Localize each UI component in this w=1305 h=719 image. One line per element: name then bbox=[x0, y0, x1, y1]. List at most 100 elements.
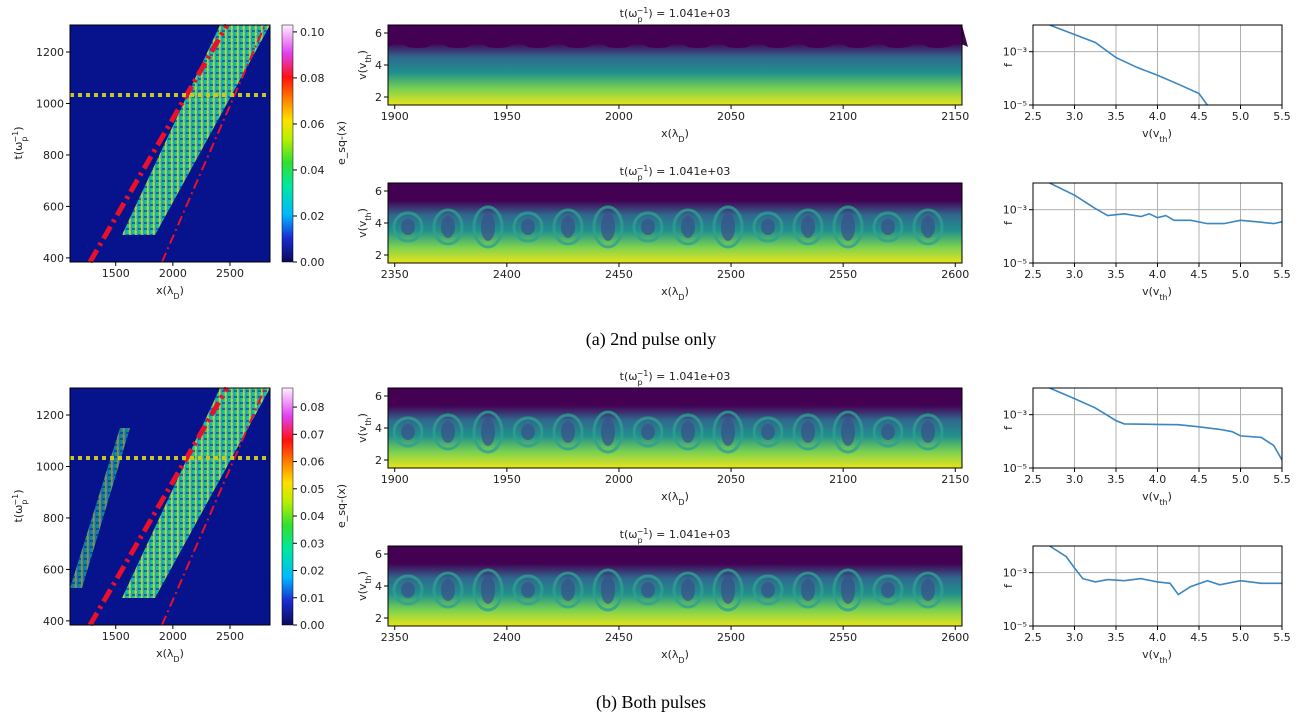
colorbar-tick-label: 0.02 bbox=[300, 210, 325, 223]
x-tick-label: 5.5 bbox=[1273, 631, 1291, 644]
label-part: p bbox=[637, 15, 642, 24]
label-part: ) bbox=[685, 648, 689, 661]
vortex bbox=[872, 574, 904, 606]
colorbar-label: e_sq-(x) bbox=[335, 121, 348, 165]
label-part: x(λ bbox=[156, 647, 174, 660]
x-tick-label: 5.0 bbox=[1232, 268, 1250, 281]
x-tick-label: 5.0 bbox=[1232, 110, 1250, 123]
vortex-core bbox=[481, 213, 495, 241]
phase-edge bbox=[388, 25, 968, 48]
pulse-line bbox=[161, 24, 266, 263]
y-tick-label: 600 bbox=[43, 200, 64, 213]
y-tick-label: 10⁻³ bbox=[1003, 567, 1027, 580]
panel-title: t(ωp−1) = 1.041e+03 bbox=[620, 369, 731, 387]
label-part: ) = 1.041e+03 bbox=[648, 165, 730, 178]
label-part: ) bbox=[356, 413, 369, 417]
label-part: −1 bbox=[637, 164, 649, 173]
colorbar-tick-label: 0.05 bbox=[300, 483, 325, 496]
x-tick-label: 2100 bbox=[829, 473, 857, 486]
y-tick-label: 2 bbox=[375, 91, 382, 104]
label-part: x(λ bbox=[661, 285, 679, 298]
label-part: p bbox=[637, 378, 642, 387]
y-tick-label: 800 bbox=[43, 149, 64, 162]
x-tick-label: 2600 bbox=[941, 268, 969, 281]
vortex bbox=[672, 571, 704, 609]
label-part: t(ω bbox=[12, 142, 25, 160]
vortex-core bbox=[841, 213, 855, 241]
vortex-core bbox=[561, 421, 575, 443]
y-tick-label: 10⁻⁵ bbox=[1003, 99, 1027, 112]
caption: (a) 2nd pulse only bbox=[586, 329, 716, 350]
label-part: p bbox=[20, 137, 29, 142]
vortex-core bbox=[841, 418, 855, 446]
y-tick-label: 6 bbox=[375, 185, 382, 198]
x-tick-label: 2350 bbox=[381, 631, 409, 644]
x-tick-label: 2600 bbox=[941, 631, 969, 644]
vortex-core bbox=[721, 576, 735, 604]
x-tick-label: 3.5 bbox=[1107, 110, 1125, 123]
label-part: th bbox=[364, 575, 373, 583]
x-tick-label: 1900 bbox=[381, 110, 409, 123]
vortex bbox=[752, 416, 784, 448]
y-tick-label: 800 bbox=[43, 512, 64, 525]
label-part: t(ω bbox=[12, 505, 25, 523]
colorbar-tick-label: 0.08 bbox=[300, 401, 325, 414]
label-part: ) bbox=[1168, 285, 1172, 298]
vortex bbox=[552, 413, 584, 451]
y-tick-label: 6 bbox=[375, 390, 382, 403]
x-tick-label: 4.0 bbox=[1149, 268, 1167, 281]
x-tick-label: 4.0 bbox=[1149, 473, 1167, 486]
x-tick-label: 2450 bbox=[605, 268, 633, 281]
vortex-core bbox=[561, 579, 575, 601]
x-tick-label: 2400 bbox=[493, 268, 521, 281]
vortex bbox=[792, 571, 824, 609]
vortex bbox=[392, 574, 424, 606]
label-part: v(v bbox=[356, 220, 369, 238]
label-part: x(λ bbox=[661, 648, 679, 661]
vortex bbox=[392, 416, 424, 448]
y-axis-label: v(vth) bbox=[356, 571, 373, 601]
y-tick-label: 4 bbox=[375, 580, 382, 593]
y-axis-label: f bbox=[1002, 220, 1015, 225]
vortex-core bbox=[921, 579, 935, 601]
caption: (b) Both pulses bbox=[596, 692, 706, 713]
vortex-core bbox=[641, 219, 655, 235]
y-tick-label: 1000 bbox=[36, 460, 64, 473]
label-part: D bbox=[678, 656, 684, 665]
x-tick-label: 2.5 bbox=[1024, 268, 1042, 281]
label-part: t(ω bbox=[620, 165, 638, 178]
x-axis-label: v(vth) bbox=[1142, 285, 1172, 302]
x-axis-label: x(λD) bbox=[661, 127, 689, 144]
vortex bbox=[432, 413, 464, 451]
vortex-core bbox=[401, 219, 415, 235]
label-part: th bbox=[1159, 656, 1167, 665]
label-part: ) bbox=[1168, 648, 1172, 661]
label-part: v(v bbox=[1142, 490, 1160, 503]
distribution-line bbox=[1049, 388, 1282, 461]
distribution-line bbox=[1049, 25, 1208, 105]
x-tick-label: 5.5 bbox=[1273, 473, 1291, 486]
axes-frame bbox=[1032, 387, 1283, 469]
vortex bbox=[512, 574, 544, 606]
panel-title: t(ωp−1) = 1.041e+03 bbox=[620, 527, 731, 545]
vortex bbox=[912, 413, 944, 451]
vortex-core bbox=[801, 216, 815, 238]
vortex bbox=[472, 410, 504, 454]
label-part: t(ω bbox=[620, 7, 638, 20]
y-axis-label: t(ωp−1) bbox=[11, 127, 29, 160]
vortex-core bbox=[601, 213, 615, 241]
x-tick-label: 2350 bbox=[381, 268, 409, 281]
label-part: ) bbox=[356, 50, 369, 54]
vortex bbox=[632, 416, 664, 448]
y-tick-label: 4 bbox=[375, 422, 382, 435]
colorbar bbox=[281, 24, 294, 263]
pulse-line bbox=[87, 386, 230, 627]
panel-title: t(ωp−1) = 1.041e+03 bbox=[620, 6, 731, 24]
vortex bbox=[672, 413, 704, 451]
label-part: x(λ bbox=[156, 284, 174, 297]
colorbar-tick-label: 0.07 bbox=[300, 428, 325, 441]
heatmap-band bbox=[122, 388, 270, 598]
label-part: v(v bbox=[1142, 127, 1160, 140]
x-tick-label: 2.5 bbox=[1024, 110, 1042, 123]
